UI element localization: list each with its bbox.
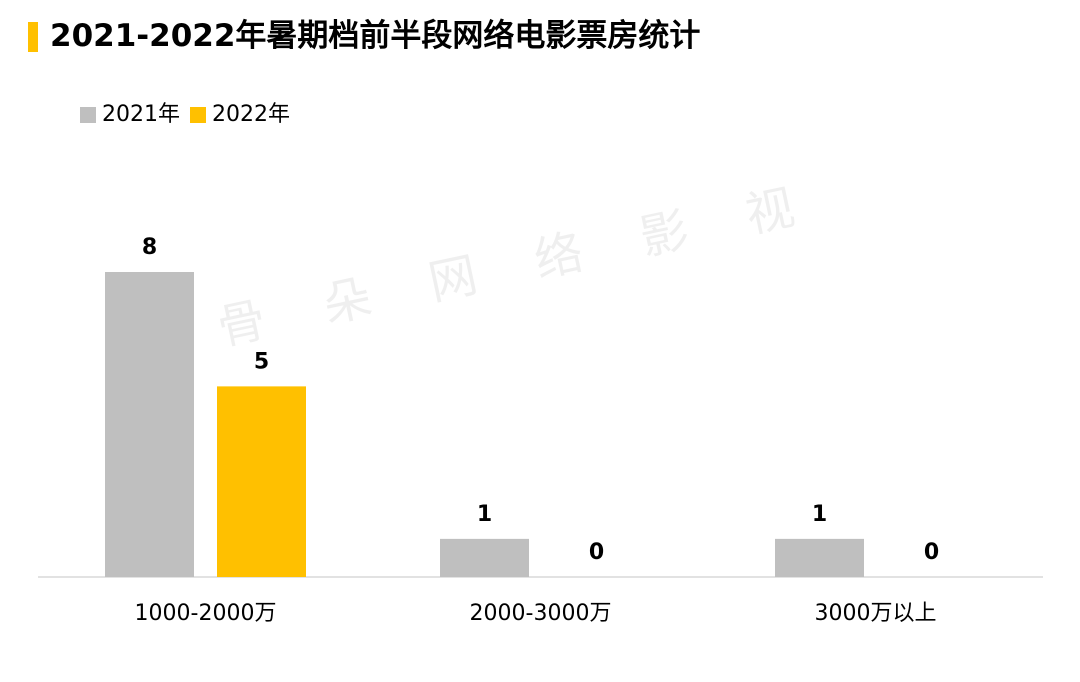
legend-label-2021: 2021年: [102, 102, 180, 127]
category-label-0: 1000-2000万: [135, 601, 277, 626]
title-accent-bar: [28, 22, 38, 52]
bar-2021-2: [775, 538, 864, 577]
category-label-2: 3000万以上: [815, 601, 937, 626]
bar-2022-0: [217, 386, 306, 577]
bar-2021-0: [105, 272, 194, 577]
data-label-2021-0: 8: [142, 235, 157, 260]
chart-title: 2021-2022年暑期档前半段网络电影票房统计: [50, 18, 701, 54]
data-label-2022-0: 5: [254, 349, 269, 374]
legend: 2021年 2022年: [80, 100, 300, 130]
data-label-2021-2: 1: [812, 502, 827, 527]
legend-item-2021: 2021年: [80, 100, 180, 130]
legend-swatch-2022: [190, 107, 206, 123]
legend-item-2022: 2022年: [190, 100, 290, 130]
bar-2021-1: [440, 538, 529, 577]
category-label-1: 2000-3000万: [470, 601, 612, 626]
data-label-2021-1: 1: [477, 502, 492, 527]
legend-label-2022: 2022年: [212, 102, 290, 127]
data-label-2022-2: 0: [924, 540, 939, 565]
data-label-2022-1: 0: [589, 540, 604, 565]
legend-swatch-2021: [80, 107, 96, 123]
